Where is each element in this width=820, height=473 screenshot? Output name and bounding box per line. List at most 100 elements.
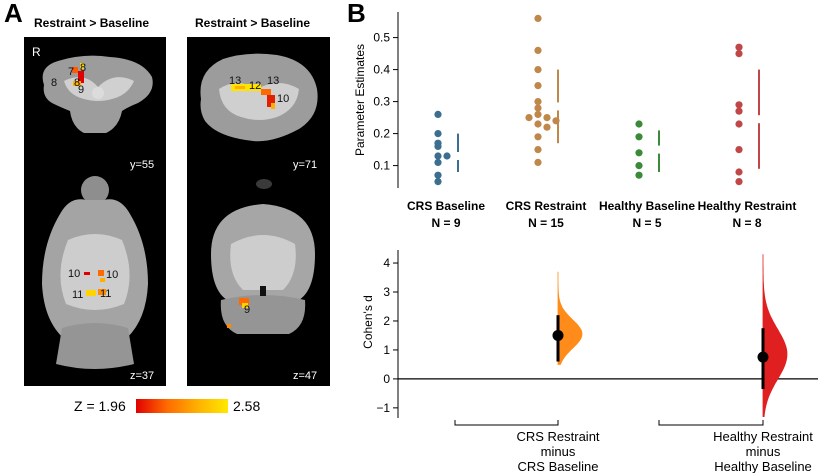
comparison-label: CRS Restraint xyxy=(516,429,599,444)
brain-slice-top-left: 8 7 8 8 9 R y=55 xyxy=(24,37,166,174)
orientation-marker: R xyxy=(32,45,41,59)
data-point xyxy=(735,43,743,51)
comparison-label: CRS Baseline xyxy=(518,459,599,473)
y-tick-label: −1 xyxy=(376,401,390,415)
activation-blob xyxy=(73,81,81,86)
y-tick-label: 1 xyxy=(383,343,390,357)
data-point xyxy=(534,66,542,74)
data-point xyxy=(735,107,743,115)
group-n-label: N = 15 xyxy=(528,216,564,230)
data-point xyxy=(735,50,743,58)
region-label: 13 xyxy=(229,75,241,87)
data-point xyxy=(434,171,442,179)
data-point xyxy=(635,120,643,128)
activation-blob xyxy=(100,278,105,282)
activation-blob xyxy=(267,95,275,107)
comparison-label: minus xyxy=(541,444,576,459)
group-label: CRS Restraint xyxy=(506,199,587,213)
group-n-label: N = 5 xyxy=(632,216,661,230)
activation-blob xyxy=(271,103,275,109)
brain-slice-bottom-left: 10 10 11 11 z=37 xyxy=(24,174,166,386)
region-label: 8 xyxy=(51,77,57,89)
data-point xyxy=(534,133,542,141)
brain-inner xyxy=(60,234,130,310)
data-point xyxy=(735,178,743,186)
effect-size-point xyxy=(552,329,564,341)
colorbar xyxy=(136,399,228,413)
activation-blob xyxy=(235,86,245,89)
data-point xyxy=(434,130,442,138)
region-label: 8 xyxy=(80,62,86,74)
colorbar-max-label: 2.58 xyxy=(233,398,261,414)
data-point xyxy=(635,171,643,179)
effect-size-point xyxy=(757,351,769,363)
region-label: 11 xyxy=(72,289,83,301)
data-point xyxy=(635,133,643,141)
data-point xyxy=(434,110,442,118)
group-n-label: N = 8 xyxy=(732,216,761,230)
bootstrap-distribution xyxy=(762,254,788,418)
region-label: 10 xyxy=(106,269,118,281)
slice-label: z=37 xyxy=(130,370,154,382)
y-tick-label: 0.1 xyxy=(373,159,390,173)
data-point xyxy=(443,152,451,160)
region-label: 10 xyxy=(277,93,289,105)
y-tick-label: 2 xyxy=(383,314,390,328)
data-point xyxy=(635,149,643,157)
bootstrap-distribution xyxy=(557,271,583,365)
y-tick-label: 0.3 xyxy=(373,95,390,109)
data-point xyxy=(434,158,442,166)
group-label: Healthy Restraint xyxy=(698,199,797,213)
data-point xyxy=(534,146,542,154)
activation-blob xyxy=(78,71,84,83)
data-point xyxy=(735,168,743,176)
parameter-estimates-panel: Parameter Estimates 0.1 0.2 0.3 0.4 0.5 CRS … xyxy=(353,12,796,230)
slice-label: y=71 xyxy=(293,159,317,171)
colorbar-min-label: Z = 1.96 xyxy=(74,398,126,414)
comparison-label: Healthy Baseline xyxy=(714,459,812,473)
activation-blob xyxy=(98,289,106,295)
brain-inner xyxy=(219,83,299,120)
region-label: 13 xyxy=(267,75,279,87)
y-tick-label: 4 xyxy=(383,256,390,270)
data-point xyxy=(434,152,442,160)
data-point xyxy=(534,110,542,118)
activation-blob xyxy=(84,272,90,275)
region-label: 12 xyxy=(249,80,261,92)
panel-b-letter: B xyxy=(347,0,366,28)
region-label: 11 xyxy=(100,288,111,300)
data-point xyxy=(534,104,542,112)
y-axis-label: Cohen's d xyxy=(361,295,375,349)
slice-label: z=47 xyxy=(293,370,317,382)
data-point xyxy=(534,98,542,106)
y-tick-label: 3 xyxy=(383,285,390,299)
activation-blob xyxy=(239,298,249,305)
estimation-chart: Parameter Estimates 0.1 0.2 0.3 0.4 0.5 CRS … xyxy=(353,12,818,473)
activation-blob xyxy=(86,290,96,296)
activation-blob xyxy=(231,84,261,91)
y-tick-label: 0.5 xyxy=(373,31,390,45)
slice-label: y=55 xyxy=(130,159,154,171)
data-point xyxy=(543,123,551,131)
y-tick-label: 0 xyxy=(383,372,390,386)
data-point xyxy=(525,114,533,122)
data-point xyxy=(434,142,442,150)
region-label: 9 xyxy=(244,304,250,316)
brain-slice-bottom-right: 9 z=47 xyxy=(187,174,330,386)
data-point xyxy=(534,14,542,22)
region-label: 7 xyxy=(68,66,74,78)
data-point xyxy=(534,120,542,128)
brain-title-right: Restraint > Baseline xyxy=(195,16,311,30)
data-point xyxy=(534,82,542,90)
panel-a-letter: A xyxy=(4,0,23,28)
comparison-label: Healthy Restraint xyxy=(713,429,813,444)
comparison-label: minus xyxy=(746,444,781,459)
data-point xyxy=(635,162,643,170)
data-point xyxy=(543,114,551,122)
comparison-bracket xyxy=(454,420,559,426)
activation-blob xyxy=(80,63,84,69)
brain-slice-top-right: 13 12 13 10 y=71 xyxy=(187,37,330,174)
y-tick-label: 0.4 xyxy=(373,63,390,77)
y-tick-label: 0.2 xyxy=(373,127,390,141)
data-point xyxy=(735,101,743,109)
